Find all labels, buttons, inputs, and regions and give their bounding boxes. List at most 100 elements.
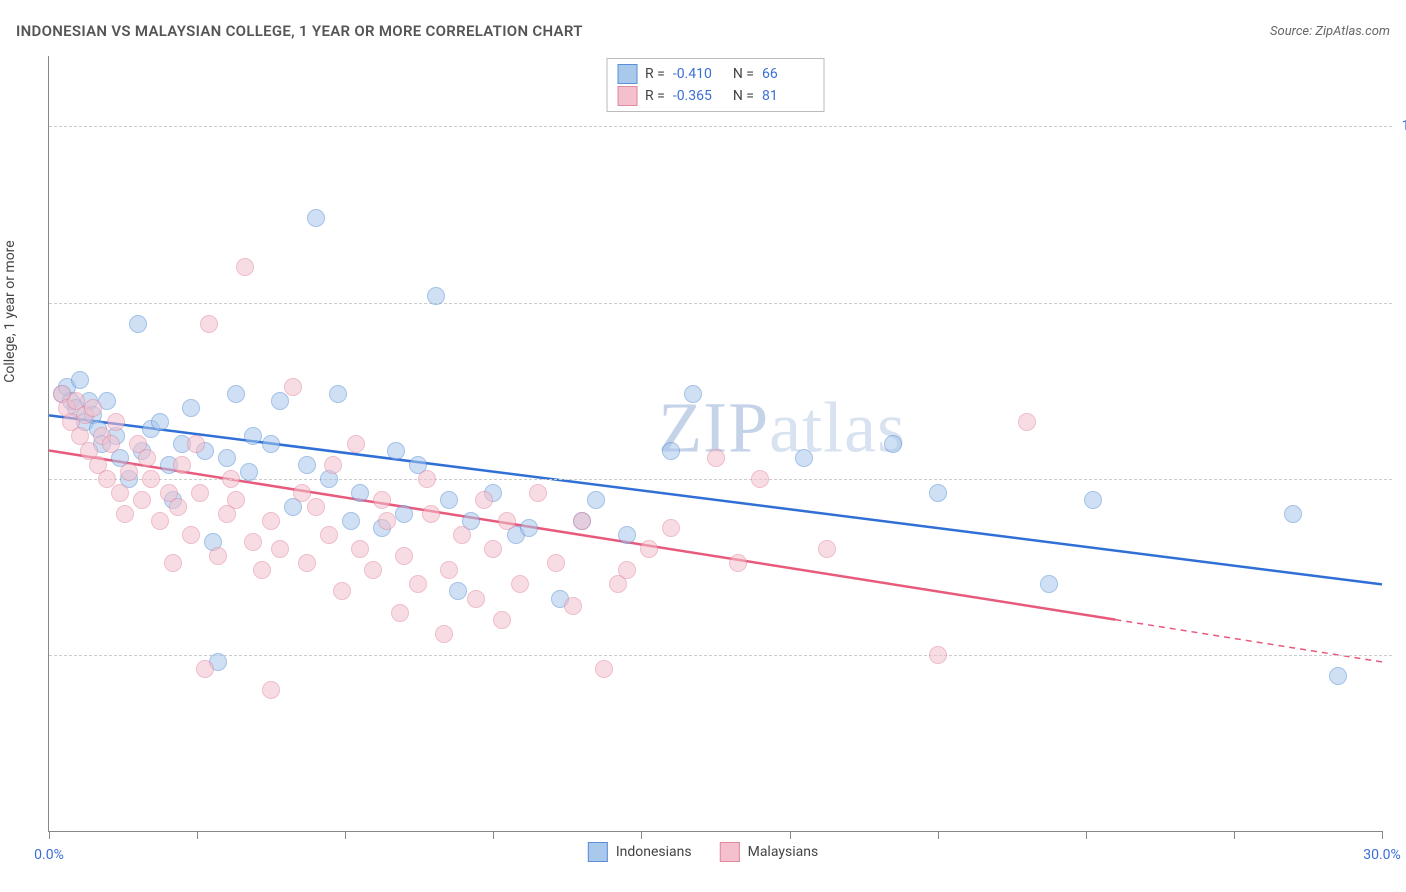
- ytick-label: 100.0%: [1402, 118, 1406, 134]
- swatch-bottom-indonesians: [588, 842, 608, 862]
- legend-row-indonesians: R = -0.410 N = 66: [617, 63, 814, 85]
- scatter-point: [547, 554, 565, 572]
- scatter-point: [484, 540, 502, 558]
- series-legend: Indonesians Malaysians: [588, 842, 818, 862]
- correlation-legend: R = -0.410 N = 66 R = -0.365 N = 81: [606, 58, 825, 112]
- n-value-malaysians: 81: [762, 88, 814, 104]
- xtick-label: 0.0%: [34, 847, 64, 863]
- scatter-point: [1018, 413, 1036, 431]
- scatter-point: [138, 449, 156, 467]
- xtick: [1086, 831, 1087, 839]
- chart-plot-area: ZIPatlas R = -0.410 N = 66 R = -0.365 N …: [48, 56, 1382, 832]
- scatter-point: [262, 435, 280, 453]
- scatter-point: [435, 625, 453, 643]
- scatter-point: [684, 385, 702, 403]
- scatter-point: [271, 540, 289, 558]
- scatter-point: [929, 484, 947, 502]
- xtick: [49, 831, 50, 839]
- scatter-point: [475, 491, 493, 509]
- scatter-point: [298, 554, 316, 572]
- legend-item-indonesians: Indonesians: [588, 842, 692, 862]
- xtick: [641, 831, 642, 839]
- scatter-point: [196, 660, 214, 678]
- scatter-point: [453, 526, 471, 544]
- scatter-point: [1284, 505, 1302, 523]
- legend-label-malaysians: Malaysians: [748, 844, 819, 860]
- scatter-point: [347, 435, 365, 453]
- scatter-point: [298, 456, 316, 474]
- scatter-point: [511, 575, 529, 593]
- y-axis-label: College, 1 year or more: [2, 240, 18, 382]
- gridline: [49, 303, 1392, 304]
- chart-title: INDONESIAN VS MALAYSIAN COLLEGE, 1 YEAR …: [16, 22, 583, 40]
- scatter-point: [244, 427, 262, 445]
- scatter-point: [884, 435, 902, 453]
- scatter-point: [440, 561, 458, 579]
- scatter-point: [200, 315, 218, 333]
- r-value-malaysians: -0.365: [673, 88, 725, 104]
- xtick: [197, 831, 198, 839]
- scatter-point: [391, 604, 409, 622]
- scatter-point: [520, 519, 538, 537]
- scatter-point: [182, 526, 200, 544]
- n-value-indonesians: 66: [762, 66, 814, 82]
- scatter-point: [378, 512, 396, 530]
- scatter-point: [142, 470, 160, 488]
- source-label: Source: ZipAtlas.com: [1270, 24, 1390, 39]
- scatter-point: [187, 435, 205, 453]
- scatter-point: [373, 491, 391, 509]
- scatter-point: [440, 491, 458, 509]
- scatter-point: [271, 392, 289, 410]
- scatter-point: [795, 449, 813, 467]
- xtick: [1234, 831, 1235, 839]
- legend-row-malaysians: R = -0.365 N = 81: [617, 85, 814, 107]
- scatter-point: [262, 512, 280, 530]
- scatter-point: [71, 371, 89, 389]
- scatter-point: [395, 547, 413, 565]
- scatter-point: [173, 456, 191, 474]
- scatter-point: [618, 561, 636, 579]
- xtick: [493, 831, 494, 839]
- scatter-point: [449, 582, 467, 600]
- scatter-point: [98, 470, 116, 488]
- scatter-point: [1084, 491, 1102, 509]
- scatter-point: [564, 597, 582, 615]
- scatter-point: [662, 519, 680, 537]
- scatter-point: [595, 660, 613, 678]
- gridline: [49, 655, 1392, 656]
- scatter-point: [707, 449, 725, 467]
- scatter-point: [729, 554, 747, 572]
- scatter-point: [169, 498, 187, 516]
- gridline: [49, 126, 1392, 127]
- scatter-point: [227, 385, 245, 403]
- chart-container: INDONESIAN VS MALAYSIAN COLLEGE, 1 YEAR …: [0, 0, 1406, 892]
- scatter-point: [498, 512, 516, 530]
- scatter-point: [929, 646, 947, 664]
- scatter-point: [102, 435, 120, 453]
- scatter-point: [351, 540, 369, 558]
- scatter-point: [329, 385, 347, 403]
- scatter-point: [191, 484, 209, 502]
- xtick: [790, 831, 791, 839]
- scatter-point: [618, 526, 636, 544]
- scatter-point: [253, 561, 271, 579]
- xtick: [1382, 831, 1383, 839]
- scatter-point: [387, 442, 405, 460]
- scatter-point: [493, 611, 511, 629]
- scatter-point: [209, 547, 227, 565]
- scatter-point: [129, 315, 147, 333]
- scatter-point: [395, 505, 413, 523]
- scatter-point: [351, 484, 369, 502]
- scatter-point: [284, 378, 302, 396]
- scatter-point: [467, 590, 485, 608]
- scatter-point: [111, 484, 129, 502]
- scatter-point: [262, 681, 280, 699]
- scatter-point: [573, 512, 591, 530]
- scatter-point: [116, 505, 134, 523]
- scatter-point: [182, 399, 200, 417]
- xtick-label: 30.0%: [1363, 847, 1401, 863]
- title-bar: INDONESIAN VS MALAYSIAN COLLEGE, 1 YEAR …: [16, 22, 1390, 40]
- scatter-point: [120, 463, 138, 481]
- scatter-point: [222, 470, 240, 488]
- scatter-point: [107, 413, 125, 431]
